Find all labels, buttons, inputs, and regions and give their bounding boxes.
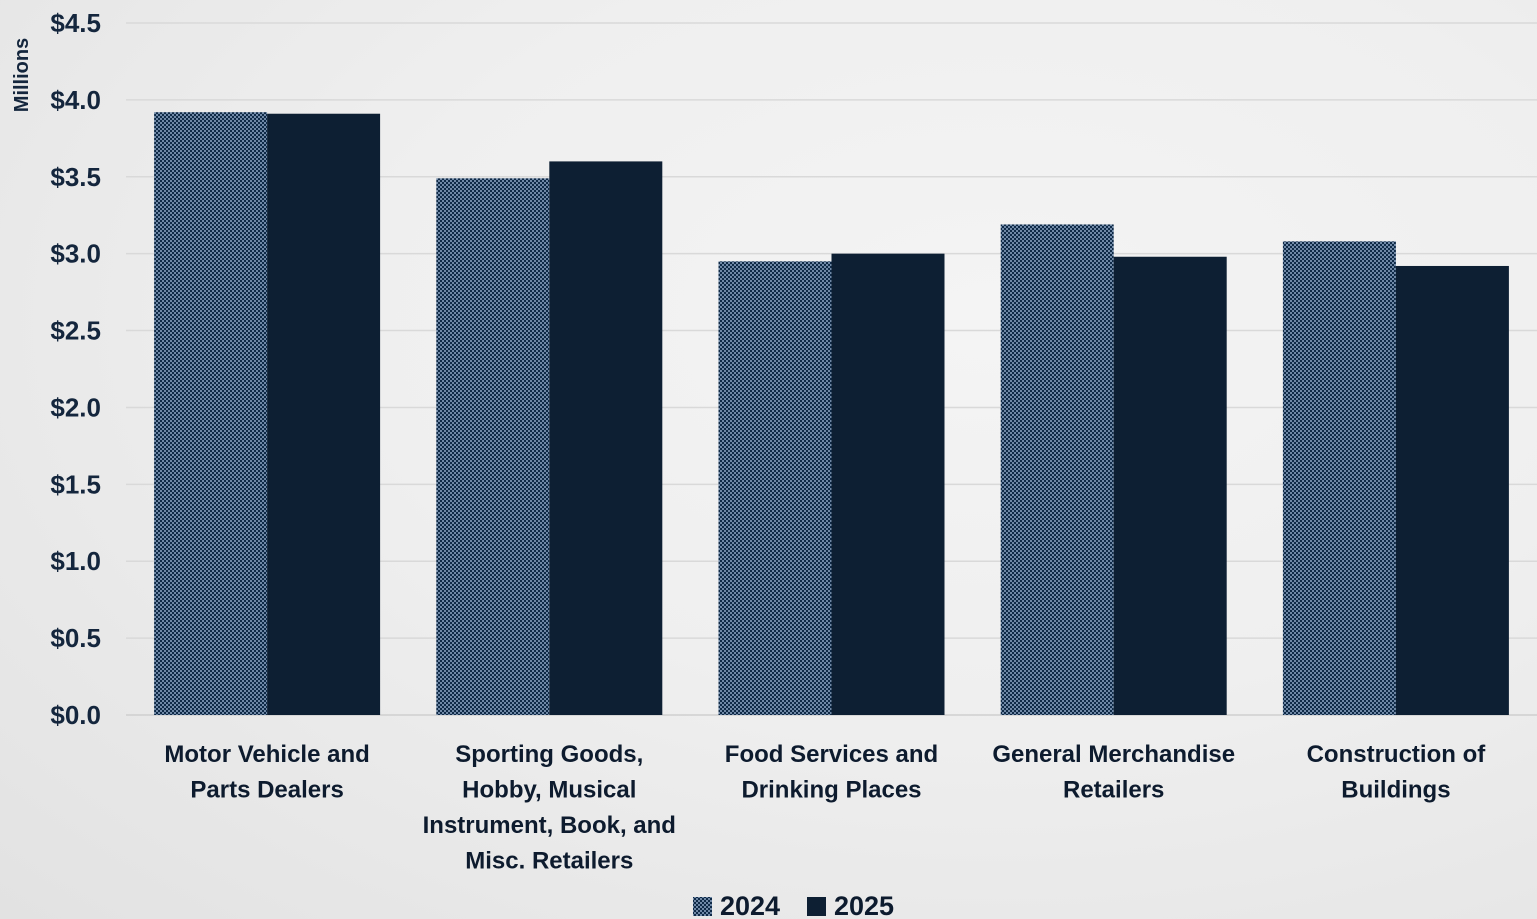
legend-swatch-2024 (693, 897, 712, 916)
x-category-label-line: Instrument, Book, and (423, 812, 676, 839)
x-category-label-line: Retailers (1063, 777, 1164, 804)
y-tick-label: $0.0 (50, 700, 101, 730)
legend-label-2024: 2024 (720, 891, 780, 919)
x-category-label: Food Services and Drinking Places (725, 741, 938, 804)
x-category-label-line: Parts Dealers (190, 777, 343, 804)
x-category-label: General Merchandise Retailers (992, 741, 1235, 804)
x-category-label-line: Buildings (1341, 777, 1450, 804)
bar-2025-3 (1113, 256, 1227, 715)
x-category-label-line: Misc. Retailers (465, 848, 633, 875)
bar-2025-1 (549, 161, 663, 715)
x-category-label-line: Hobby, Musical (462, 777, 636, 804)
y-tick-label: $2.0 (50, 392, 101, 422)
x-category-label-line: Drinking Places (741, 777, 921, 804)
y-tick-label: $4.0 (50, 85, 101, 115)
x-category-label-line: General Merchandise (992, 741, 1235, 768)
x-category-label: Sporting Goods, Hobby, Musical Instrument,… (423, 741, 676, 875)
y-tick-label: $3.0 (50, 239, 101, 269)
y-tick-label: $2.5 (50, 316, 101, 346)
legend-label-2025: 2025 (834, 891, 894, 919)
y-tick-label: $4.5 (50, 8, 101, 38)
legend: 2024 2025 (693, 891, 894, 919)
y-tick-label: $0.5 (50, 623, 101, 653)
bars (154, 112, 1509, 716)
x-category-label: Motor Vehicle and Parts Dealers (164, 741, 369, 804)
bar-2025-2 (831, 253, 945, 715)
bar-2024-2 (718, 261, 832, 715)
y-tick-label: $3.5 (50, 162, 101, 192)
bar-2024-0 (154, 112, 268, 716)
bar-2024-4 (1282, 241, 1396, 715)
x-category-label-line: Sporting Goods, (455, 741, 643, 768)
x-category-label: Construction of Buildings (1307, 741, 1487, 804)
y-tick-label: $1.5 (50, 469, 101, 499)
y-axis-unit-label: Millions (11, 38, 33, 112)
x-axis-labels: Motor Vehicle and Parts Dealers Sporting G… (164, 741, 1486, 875)
y-tick-label: $1.0 (50, 546, 101, 576)
x-category-label-line: Motor Vehicle and (164, 741, 369, 768)
bar-2025-4 (1395, 265, 1509, 715)
bar-2025-0 (267, 113, 381, 716)
legend-swatch-2025 (807, 897, 826, 916)
bar-2024-3 (1000, 224, 1114, 715)
y-axis-ticks: $0.0 $0.5 $1.0 $1.5 $2.0 $2.5 $3.0 $3.5 $4.0 $4.5 (50, 8, 101, 730)
x-category-label-line: Food Services and (725, 741, 938, 768)
bar-2024-1 (436, 178, 550, 715)
x-category-label-line: Construction of (1307, 741, 1487, 768)
